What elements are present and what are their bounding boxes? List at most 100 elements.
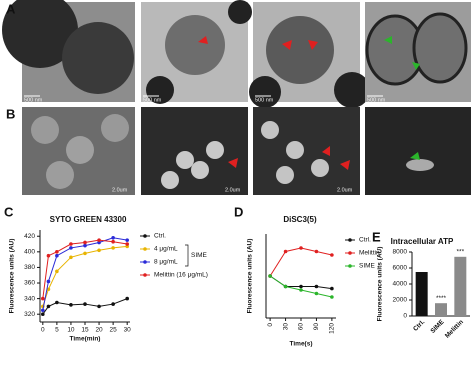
x-tick-label: Melittin	[444, 319, 465, 340]
significance-label: ****	[436, 295, 447, 302]
data-point	[125, 296, 129, 301]
data-point	[299, 284, 303, 289]
data-point	[83, 302, 87, 306]
bar	[435, 303, 447, 316]
panel-label: E	[372, 229, 381, 244]
series-line	[42, 298, 128, 315]
legend-marker	[348, 251, 352, 255]
y-axis-label: Fluorescence units (AU)	[247, 239, 254, 314]
data-point	[314, 284, 319, 289]
data-point	[111, 239, 115, 244]
data-point	[111, 235, 115, 240]
data-point	[83, 243, 87, 248]
legend-marker	[143, 234, 147, 238]
data-point	[314, 249, 319, 254]
sem-image	[253, 107, 360, 195]
legend-label: Melittin (16 μg/mL)	[154, 272, 208, 279]
scale-bar-label: 2.0um	[337, 187, 353, 193]
x-tick-label: 25	[110, 327, 118, 334]
x-tick-label: Ctrl.	[412, 319, 426, 333]
significance-label: ***	[457, 249, 465, 256]
data-point	[299, 246, 303, 250]
data-point	[83, 251, 87, 256]
x-tick-label: 10	[67, 327, 75, 334]
y-tick-label: 360	[24, 280, 35, 287]
y-axis-label: Fluorescence units (AU)	[377, 247, 384, 322]
data-point	[268, 274, 272, 278]
x-tick-label: 30	[282, 323, 289, 331]
x-tick-label: 0	[267, 323, 274, 327]
y-tick-label: 6000	[393, 265, 408, 272]
x-tick-label: 30	[124, 327, 132, 334]
legend-label: Melittin	[359, 250, 380, 257]
chart-title: Intracellular ATP	[391, 237, 454, 246]
data-point	[299, 288, 303, 292]
x-tick-label: 0	[41, 327, 45, 334]
data-point	[41, 296, 45, 301]
data-point	[69, 246, 73, 250]
y-tick-label: 400	[24, 249, 35, 256]
y-tick-label: 380	[24, 264, 35, 271]
legend-marker	[143, 273, 147, 277]
data-point	[125, 238, 129, 242]
y-tick-label: 4000	[393, 281, 408, 288]
bar	[415, 272, 428, 316]
scale-bar-label: 2.0um	[112, 187, 128, 193]
panel-label: A	[6, 1, 16, 16]
data-point	[83, 240, 87, 245]
legend-marker	[348, 238, 352, 242]
data-point	[69, 303, 73, 307]
scale-bar-label: 500 nm	[367, 97, 386, 103]
y-axis-label: Fluorescence units (AU)	[9, 239, 16, 314]
sem-image	[141, 107, 248, 195]
chart-title: DiSC3(5)	[283, 215, 317, 224]
x-tick-label: SIME	[429, 318, 446, 335]
data-point	[69, 242, 73, 246]
data-point	[41, 308, 45, 313]
series-line	[42, 245, 128, 307]
series-line	[269, 247, 332, 277]
chart-title: SYTO GREEN 43300	[50, 215, 127, 224]
data-point	[69, 255, 73, 260]
bar	[454, 256, 467, 316]
tem-images	[2, 0, 471, 108]
data-point	[330, 286, 334, 291]
data-point	[330, 253, 334, 257]
legend-marker	[143, 260, 147, 264]
data-point	[283, 249, 288, 254]
sem-images	[22, 107, 471, 195]
x-tick-label: 90	[313, 323, 320, 331]
x-tick-label: 15	[81, 327, 89, 334]
y-tick-label: 2000	[393, 297, 408, 304]
data-point	[55, 300, 59, 305]
data-point	[97, 238, 101, 242]
legend-label: SIME	[359, 263, 376, 270]
data-point	[111, 246, 115, 250]
y-tick-label: 340	[24, 295, 35, 302]
x-tick-label: 60	[298, 323, 305, 331]
data-point	[97, 304, 101, 309]
y-tick-label: 8000	[393, 249, 408, 256]
series-line	[42, 237, 128, 311]
legend-group-label: SIME	[191, 252, 208, 259]
data-point	[97, 248, 101, 253]
x-axis-label: Time(s)	[290, 341, 313, 348]
legend-label: Ctrl.	[154, 233, 166, 240]
x-tick-label: 5	[55, 327, 59, 334]
data-point	[314, 291, 319, 296]
panel-label: B	[6, 106, 15, 121]
data-point	[111, 302, 115, 306]
data-point	[330, 295, 334, 299]
x-tick-label: 20	[95, 327, 103, 334]
y-tick-label: 320	[24, 311, 35, 318]
legend-marker	[348, 264, 352, 268]
data-point	[46, 279, 51, 284]
x-tick-label: 120	[329, 323, 336, 334]
legend-marker	[143, 247, 147, 251]
legend-label: 8 μg/mL	[154, 259, 178, 266]
legend-label: 4 μg/mL	[154, 246, 178, 253]
data-point	[46, 253, 51, 258]
data-point	[125, 242, 129, 246]
legend-label: Ctrl.	[359, 237, 371, 244]
